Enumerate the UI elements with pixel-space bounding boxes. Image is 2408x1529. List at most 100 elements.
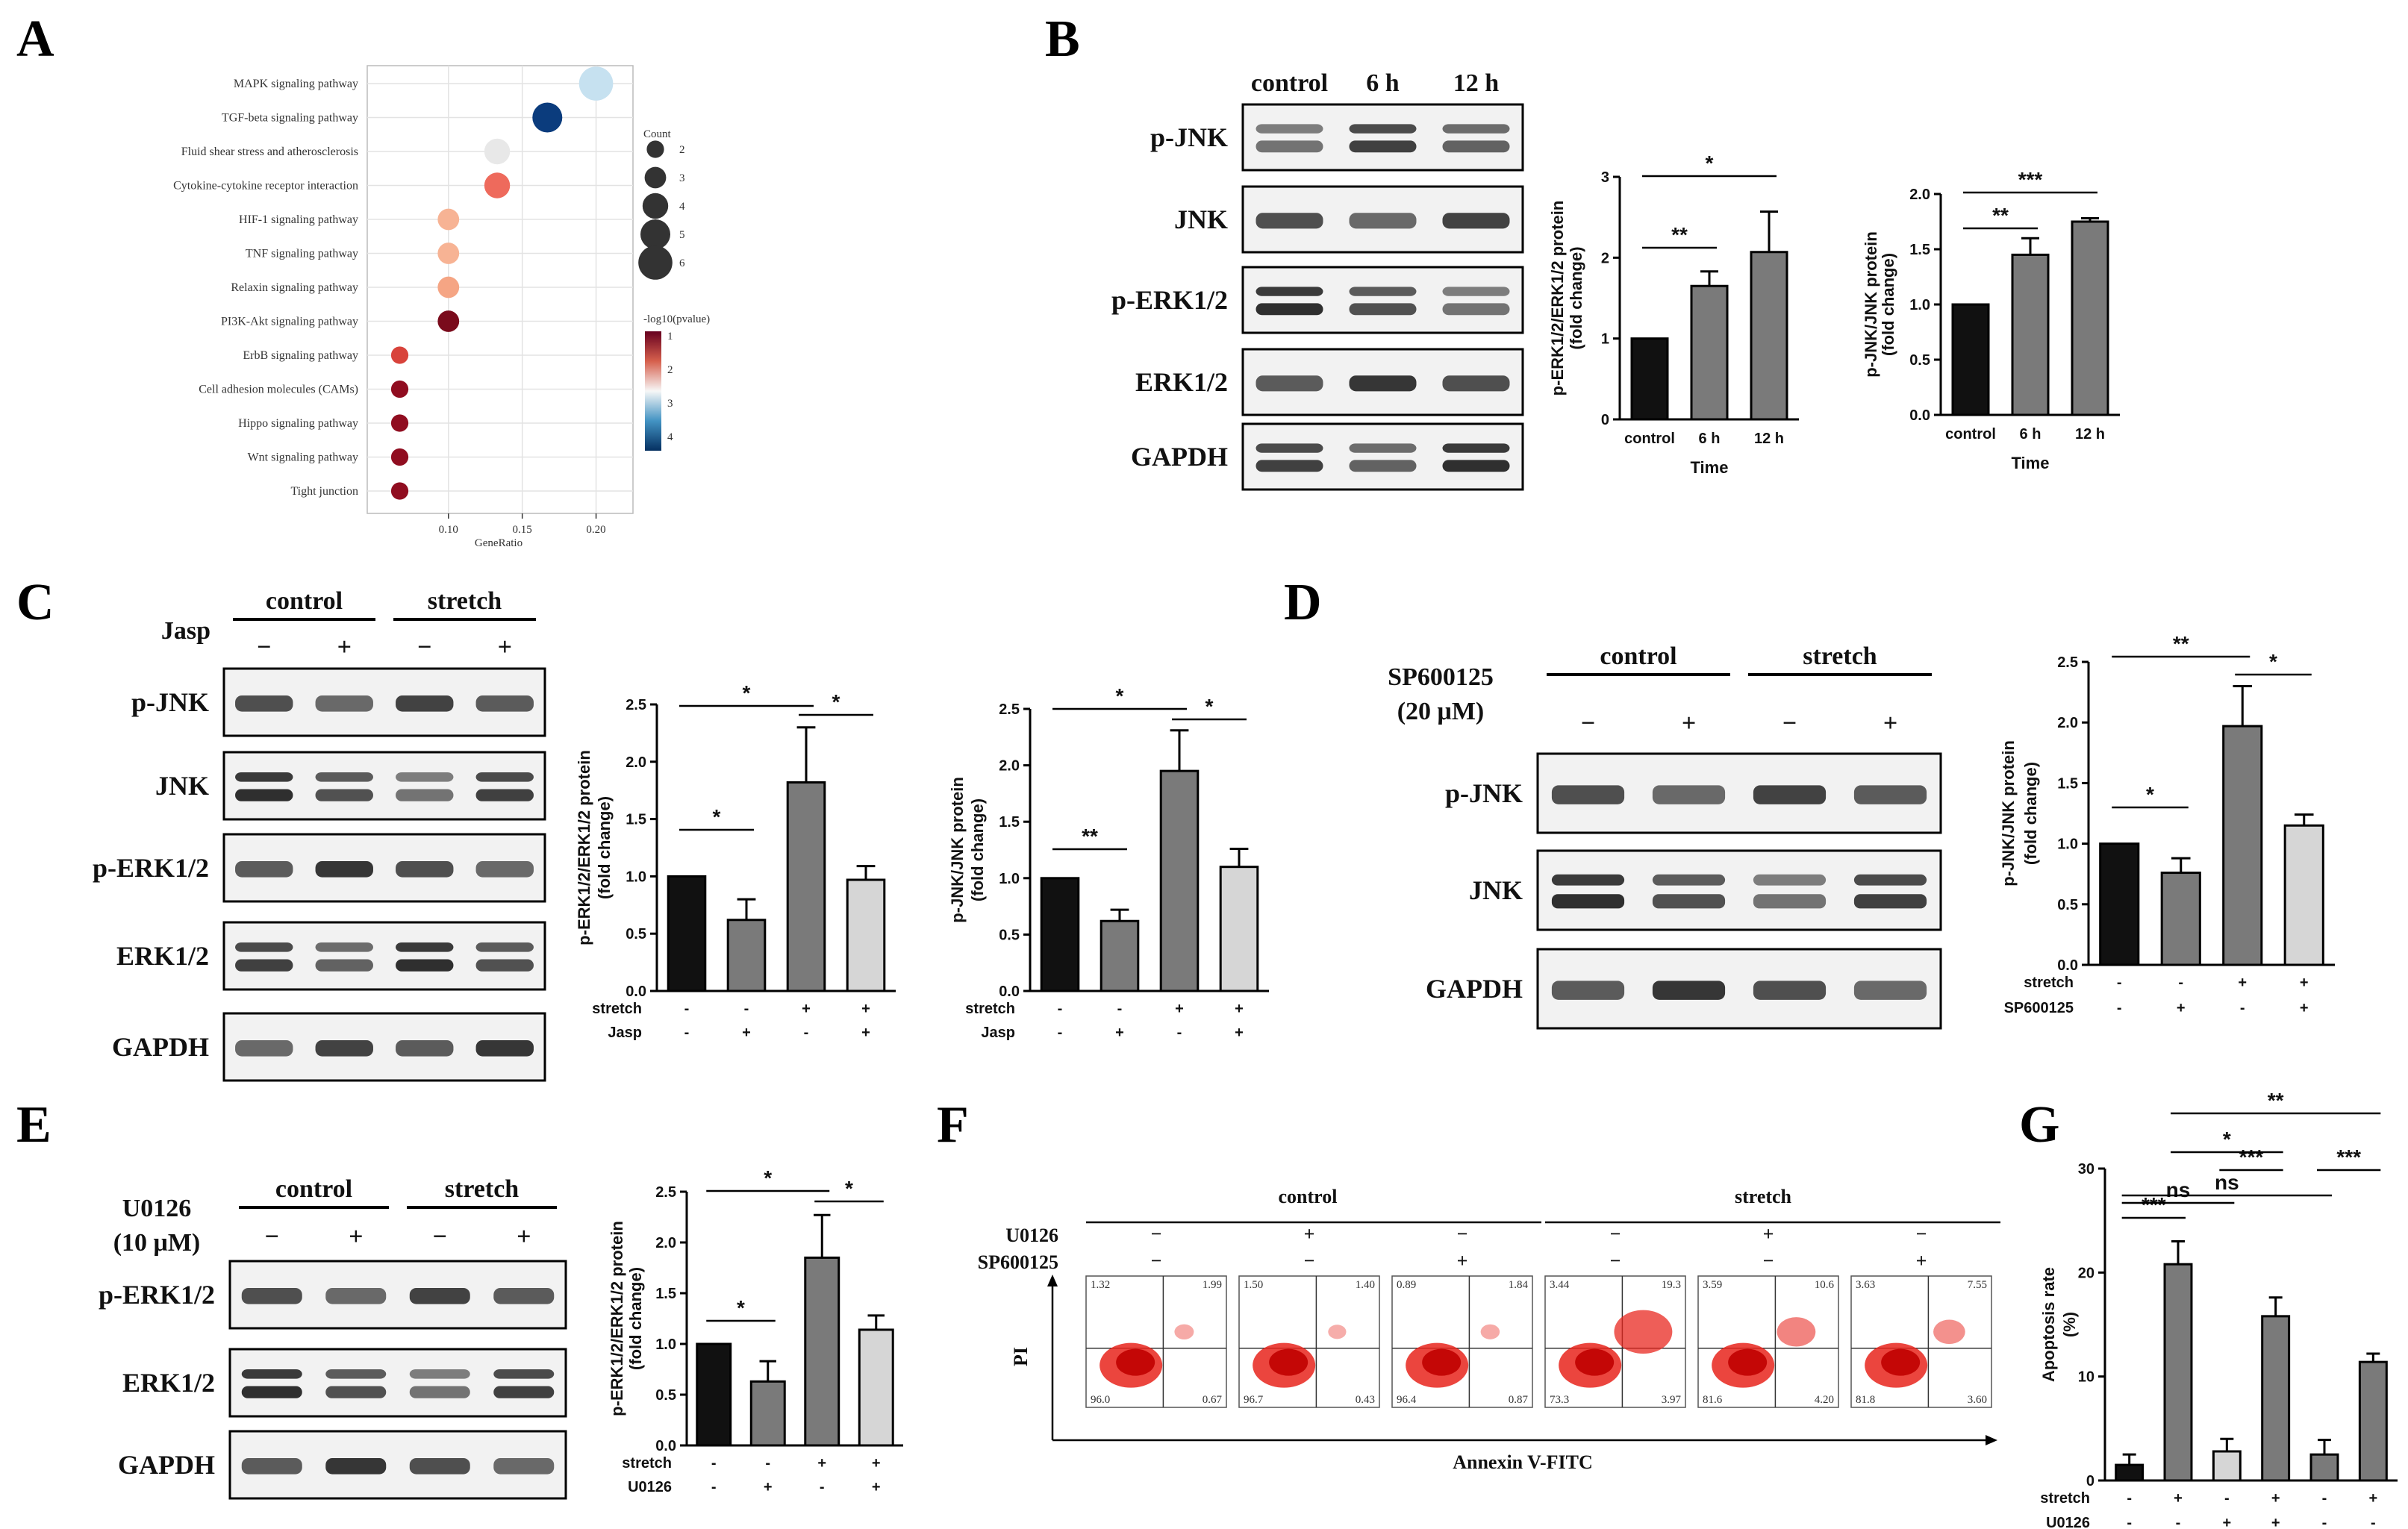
blot-band xyxy=(1256,140,1323,153)
y-tick-label: 2.0 xyxy=(655,1235,676,1251)
condition-row-label: SP600125 xyxy=(2004,1000,2074,1016)
panel-label-d: D xyxy=(1284,574,1322,631)
bar xyxy=(696,1342,732,1447)
blot-column-label: control xyxy=(1251,69,1328,97)
pathway-dot xyxy=(390,346,409,364)
significance-label: ** xyxy=(1992,204,2009,227)
y-tick-label: 1.5 xyxy=(626,812,646,828)
flow-plot-frame xyxy=(1697,1275,1839,1408)
blot-column-label: 12 h xyxy=(1453,69,1500,97)
blot-band xyxy=(1853,874,1927,886)
significance-label: * xyxy=(743,681,751,704)
y-tick-label: 1.5 xyxy=(999,814,1020,831)
condition-sign: + xyxy=(742,1025,751,1041)
bar xyxy=(1159,769,1200,992)
condition-sign: + xyxy=(1175,1001,1184,1017)
significance-label: ** xyxy=(1671,223,1688,246)
quadrant-q2: 19.3 xyxy=(1662,1279,1681,1291)
blot-band xyxy=(396,772,454,782)
treatment-sign: − xyxy=(265,1223,279,1251)
blot-band xyxy=(1853,981,1927,1000)
blot-band xyxy=(315,861,373,878)
blot-band xyxy=(1349,213,1417,229)
significance-label: * xyxy=(1706,151,1714,175)
treatment-sign: − xyxy=(257,634,271,661)
bar xyxy=(1099,919,1140,992)
bar xyxy=(667,875,707,992)
condition-sign: - xyxy=(1058,1001,1063,1017)
bar xyxy=(2222,725,2263,966)
x-axis-label: Time xyxy=(1691,458,1729,477)
blot-band xyxy=(475,942,534,952)
blot-band xyxy=(241,1369,302,1379)
blot-band xyxy=(241,1386,302,1398)
count-legend-label: 6 xyxy=(679,257,685,269)
blot-band xyxy=(396,789,454,801)
blot-band xyxy=(1442,443,1510,453)
count-legend-dot xyxy=(638,246,673,280)
count-legend-label: 4 xyxy=(679,201,685,213)
x-tick-label: 0.15 xyxy=(513,524,532,536)
bar xyxy=(858,1328,894,1447)
blot-band xyxy=(235,695,293,712)
pathway-label: Cytokine-cytokine receptor interaction xyxy=(173,180,358,193)
significance-label: * xyxy=(2269,650,2277,673)
blot-column-label: 6 h xyxy=(1366,69,1400,97)
cell-population-core xyxy=(1575,1348,1615,1376)
blot-band xyxy=(1551,981,1625,1000)
blot-band xyxy=(241,1458,302,1475)
pathway-dot xyxy=(437,208,460,231)
y-tick-label: 1.0 xyxy=(1909,297,1930,313)
cell-population-apoptotic xyxy=(1614,1310,1673,1354)
bar-chart-c-jnk: 0.0 0.5 1.0 1.5 2.0 2.5 stretch - - + + Jasp - + - + p-J… xyxy=(948,684,1269,1041)
panel-label-c: C xyxy=(16,574,54,631)
treatment-sign: − xyxy=(433,1223,447,1251)
flow-sign: − xyxy=(1457,1223,1468,1245)
significance-label: ns xyxy=(2166,1178,2191,1201)
kegg-dot-plot: MAPK signaling pathway TGF-beta signaling… xyxy=(173,65,710,549)
y-tick-label: 0.5 xyxy=(999,927,1020,943)
bar xyxy=(846,878,886,992)
cell-population-apoptotic xyxy=(1933,1319,1965,1345)
pathway-label: Hippo signaling pathway xyxy=(238,417,358,430)
blot-group-label: control xyxy=(1600,642,1676,670)
flow-sign: + xyxy=(1457,1250,1468,1272)
significance-label: ns xyxy=(2215,1171,2239,1194)
pathway-label: TGF-beta signaling pathway xyxy=(222,112,358,125)
bar xyxy=(1219,866,1259,992)
bar xyxy=(749,1380,786,1447)
pathway-label: PI3K-Akt signaling pathway xyxy=(221,316,358,328)
y-tick-label: 2.0 xyxy=(626,754,646,771)
blot-band xyxy=(1256,287,1323,296)
pathway-label: Relaxin signaling pathway xyxy=(231,281,358,294)
cell-population-core xyxy=(1422,1348,1462,1376)
condition-row-label: U0126 xyxy=(628,1479,672,1495)
flow-cytometry-panel: control stretch U0126 SP600125 − + − − + − − − +… xyxy=(978,1186,2000,1473)
flow-group-stretch: stretch xyxy=(1735,1186,1792,1207)
y-tick-label: 10 xyxy=(2078,1369,2094,1386)
flow-x-label: Annexin V-FITC xyxy=(1453,1451,1593,1473)
treatment-sign: − xyxy=(1782,710,1797,737)
y-tick-label: 0.0 xyxy=(626,984,646,1000)
blot-row-label: GAPDH xyxy=(118,1450,215,1480)
condition-sign: + xyxy=(861,1025,870,1041)
condition-sign: + xyxy=(872,1455,881,1472)
quadrant-q1: 0.89 xyxy=(1397,1279,1416,1291)
blot-band xyxy=(1753,894,1827,909)
significance-label: *** xyxy=(2142,1193,2166,1216)
bar xyxy=(2283,824,2324,966)
y-axis-label: p-ERK1/2/ERK1/2 protein(fold change) xyxy=(575,750,614,945)
blot-band xyxy=(396,942,454,952)
blot-band xyxy=(409,1369,470,1379)
western-blot-e: control stretch − + − + U0126 (10 μM) p-ERK1/2 ER… xyxy=(99,1175,567,1500)
pathway-label: HIF-1 signaling pathway xyxy=(239,213,358,226)
blot-group-label: control xyxy=(275,1175,352,1203)
bar xyxy=(1040,877,1080,992)
blot-band xyxy=(1256,443,1323,453)
blot-frame xyxy=(222,751,546,821)
cell-population-core xyxy=(1269,1348,1309,1376)
y-tick-label: 2.5 xyxy=(626,697,646,713)
treatment-label: U0126 xyxy=(122,1195,192,1222)
y-tick-label: 0.0 xyxy=(999,984,1020,1000)
flow-scatter-plot: 0.89 1.84 0.87 96.4 xyxy=(1391,1275,1533,1408)
